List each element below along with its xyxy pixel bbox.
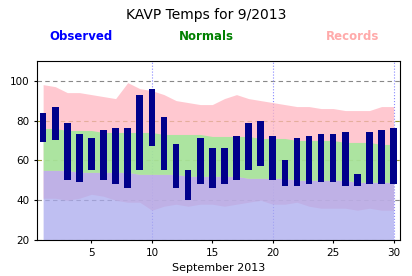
Bar bbox=[330, 134, 337, 182]
Text: Normals: Normals bbox=[178, 30, 234, 43]
Bar bbox=[88, 139, 95, 170]
Bar bbox=[40, 113, 47, 142]
Bar bbox=[354, 174, 360, 186]
Bar bbox=[258, 121, 264, 166]
Bar bbox=[281, 160, 288, 186]
Bar bbox=[294, 139, 300, 186]
Bar bbox=[390, 129, 397, 184]
Bar bbox=[366, 132, 373, 184]
Bar bbox=[269, 136, 276, 180]
Bar bbox=[209, 148, 215, 188]
Bar bbox=[197, 139, 204, 184]
Bar bbox=[112, 129, 119, 184]
Bar bbox=[100, 131, 107, 180]
Bar bbox=[173, 144, 179, 188]
Bar bbox=[64, 123, 70, 180]
Bar bbox=[161, 116, 167, 170]
Bar bbox=[52, 107, 59, 140]
Text: Records: Records bbox=[325, 30, 379, 43]
Bar bbox=[221, 148, 228, 184]
Bar bbox=[149, 89, 155, 147]
Bar bbox=[76, 134, 83, 182]
Bar bbox=[318, 134, 324, 182]
Text: KAVP Temps for 9/2013: KAVP Temps for 9/2013 bbox=[126, 8, 286, 22]
Bar bbox=[185, 170, 192, 200]
Bar bbox=[233, 136, 240, 180]
Bar bbox=[136, 95, 143, 170]
Bar bbox=[245, 123, 252, 170]
Bar bbox=[124, 129, 131, 188]
Text: Observed: Observed bbox=[49, 30, 113, 43]
Bar bbox=[342, 132, 349, 186]
Bar bbox=[306, 136, 312, 184]
Bar bbox=[378, 131, 385, 184]
X-axis label: September 2013: September 2013 bbox=[172, 263, 265, 273]
